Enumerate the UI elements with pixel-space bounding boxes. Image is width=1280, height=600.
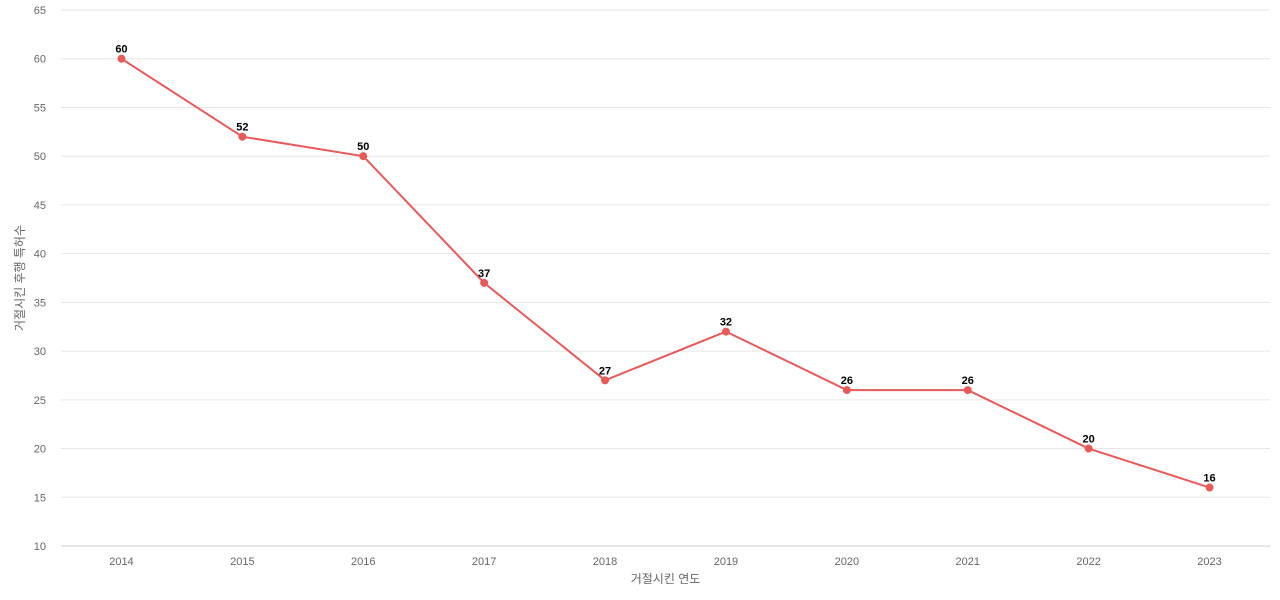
data-labels: 60 52 50 37 27 32 26 26 20 16 bbox=[115, 44, 1215, 485]
x-tick-label: 2020 bbox=[835, 556, 859, 568]
data-label: 37 bbox=[478, 268, 490, 280]
data-point bbox=[842, 386, 851, 395]
data-label: 52 bbox=[236, 122, 248, 134]
data-point bbox=[721, 327, 730, 336]
x-tick-label: 2016 bbox=[351, 556, 375, 568]
data-label: 60 bbox=[115, 44, 127, 56]
y-tick-label: 15 bbox=[34, 492, 46, 504]
data-label: 32 bbox=[720, 317, 732, 329]
data-point bbox=[601, 376, 610, 385]
x-tick-label: 2022 bbox=[1076, 556, 1100, 568]
y-tick-label: 35 bbox=[34, 297, 46, 309]
y-tick-label: 65 bbox=[34, 5, 46, 17]
y-tick-label: 45 bbox=[34, 200, 46, 212]
data-point bbox=[238, 132, 247, 141]
x-axis-title: 거절시킨 연도 bbox=[631, 572, 701, 586]
x-tick-label: 2015 bbox=[230, 556, 254, 568]
data-point bbox=[963, 386, 972, 395]
x-tick-label: 2019 bbox=[714, 556, 738, 568]
y-tick-label: 55 bbox=[34, 102, 46, 114]
data-point bbox=[1205, 483, 1214, 492]
series-group bbox=[117, 54, 1214, 492]
data-label: 16 bbox=[1203, 473, 1215, 485]
x-tick-label: 2018 bbox=[593, 556, 617, 568]
y-tick-label: 30 bbox=[34, 346, 46, 358]
series-line bbox=[120, 57, 1210, 489]
data-label: 26 bbox=[841, 375, 853, 387]
y-axis-ticks: 10 15 20 25 30 35 40 45 50 55 60 65 bbox=[34, 5, 46, 553]
data-point bbox=[1084, 444, 1093, 453]
y-tick-label: 10 bbox=[34, 541, 46, 553]
data-label: 27 bbox=[599, 365, 611, 377]
x-tick-label: 2017 bbox=[472, 556, 496, 568]
y-axis-title: 거절시킨 후행 특허수 bbox=[12, 225, 27, 331]
x-tick-label: 2014 bbox=[109, 556, 133, 568]
y-tick-label: 20 bbox=[34, 444, 46, 456]
y-tick-label: 25 bbox=[34, 395, 46, 407]
data-label: 20 bbox=[1083, 434, 1095, 446]
gridlines bbox=[61, 9, 1270, 547]
y-tick-label: 40 bbox=[34, 249, 46, 261]
x-axis-ticks: 2014 2015 2016 2017 2018 2019 2020 2021 2022 2023 bbox=[109, 556, 1222, 568]
data-label: 50 bbox=[357, 141, 369, 153]
data-label: 26 bbox=[962, 375, 974, 387]
data-point bbox=[117, 54, 126, 63]
x-tick-label: 2023 bbox=[1197, 556, 1221, 568]
x-tick-label: 2021 bbox=[956, 556, 980, 568]
data-point bbox=[359, 152, 368, 161]
y-tick-label: 60 bbox=[34, 54, 46, 66]
y-tick-label: 50 bbox=[34, 151, 46, 163]
data-point bbox=[480, 278, 489, 287]
